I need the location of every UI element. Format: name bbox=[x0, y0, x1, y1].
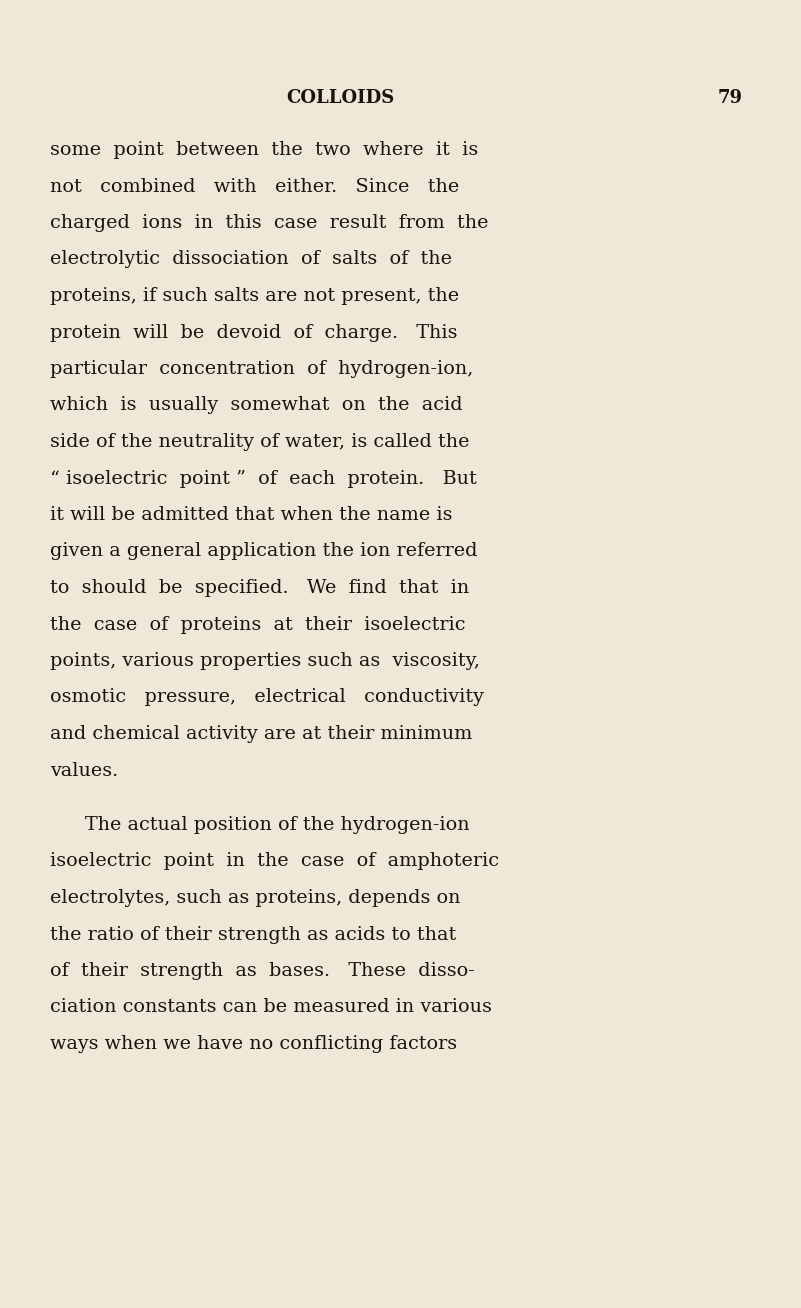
Text: it will be admitted that when the name is: it will be admitted that when the name i… bbox=[50, 506, 453, 525]
Text: of  their  strength  as  bases.   These  disso-: of their strength as bases. These disso- bbox=[50, 961, 475, 980]
Text: which  is  usually  somewhat  on  the  acid: which is usually somewhat on the acid bbox=[50, 396, 463, 415]
Text: the ratio of their strength as acids to that: the ratio of their strength as acids to … bbox=[50, 926, 457, 943]
Text: ciation constants can be measured in various: ciation constants can be measured in var… bbox=[50, 998, 492, 1016]
Text: charged  ions  in  this  case  result  from  the: charged ions in this case result from th… bbox=[50, 215, 489, 232]
Text: osmotic   pressure,   electrical   conductivity: osmotic pressure, electrical conductivit… bbox=[50, 688, 484, 706]
Text: proteins, if such salts are not present, the: proteins, if such salts are not present,… bbox=[50, 286, 459, 305]
Text: the  case  of  proteins  at  their  isoelectric: the case of proteins at their isoelectri… bbox=[50, 616, 465, 633]
Text: given a general application the ion referred: given a general application the ion refe… bbox=[50, 543, 477, 561]
Text: side of the neutrality of water, is called the: side of the neutrality of water, is call… bbox=[50, 433, 469, 451]
Text: electrolytic  dissociation  of  salts  of  the: electrolytic dissociation of salts of th… bbox=[50, 251, 452, 268]
Text: particular  concentration  of  hydrogen-ion,: particular concentration of hydrogen-ion… bbox=[50, 360, 473, 378]
Text: 79: 79 bbox=[718, 89, 743, 107]
Text: “ isoelectric  point ”  of  each  protein.   But: “ isoelectric point ” of each protein. B… bbox=[50, 470, 477, 488]
Text: ways when we have no conflicting factors: ways when we have no conflicting factors bbox=[50, 1035, 457, 1053]
Text: to  should  be  specified.   We  find  that  in: to should be specified. We find that in bbox=[50, 579, 469, 596]
Text: electrolytes, such as proteins, depends on: electrolytes, such as proteins, depends … bbox=[50, 889, 461, 906]
Text: not   combined   with   either.   Since   the: not combined with either. Since the bbox=[50, 178, 459, 195]
Text: The actual position of the hydrogen-ion: The actual position of the hydrogen-ion bbox=[85, 816, 469, 835]
Text: values.: values. bbox=[50, 761, 118, 780]
Text: isoelectric  point  in  the  case  of  amphoteric: isoelectric point in the case of amphote… bbox=[50, 853, 499, 871]
Text: points, various properties such as  viscosity,: points, various properties such as visco… bbox=[50, 651, 480, 670]
Text: COLLOIDS: COLLOIDS bbox=[286, 89, 394, 107]
Text: and chemical activity are at their minimum: and chemical activity are at their minim… bbox=[50, 725, 473, 743]
Text: some  point  between  the  two  where  it  is: some point between the two where it is bbox=[50, 141, 478, 160]
Text: protein  will  be  devoid  of  charge.   This: protein will be devoid of charge. This bbox=[50, 323, 457, 341]
